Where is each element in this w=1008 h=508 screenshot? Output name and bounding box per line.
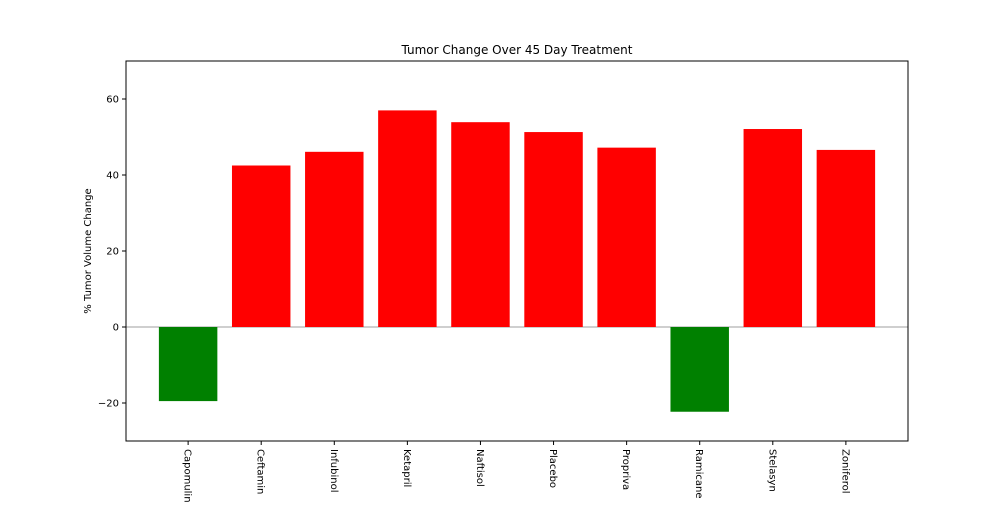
bar-infubinol [305, 151, 364, 327]
bar-ceftamin [231, 165, 291, 327]
x-tick-label: Capomulin [182, 449, 193, 503]
bar-propriva [597, 147, 656, 327]
x-tick-label: Ceftamin [255, 449, 266, 494]
x-tick-label: Ketapril [401, 449, 412, 487]
y-tick-label: 20 [106, 247, 119, 258]
x-tick-label: Naftisol [474, 449, 485, 487]
y-axis-label: % Tumor Volume Change [83, 188, 94, 313]
x-tick-label: Zoniferol [839, 449, 850, 494]
bar-capomulin [158, 327, 218, 402]
bar-ketapril [378, 110, 437, 328]
bar-stelasyn [743, 129, 803, 327]
bar-naftisol [451, 122, 510, 328]
y-tick-label: 0 [113, 323, 119, 334]
bar-ramicane [670, 327, 729, 412]
x-tick-label: Ramicane [693, 449, 704, 499]
bar-placebo [524, 132, 583, 327]
y-tick-label: −20 [98, 399, 119, 410]
x-tick-label: Propriva [620, 449, 631, 490]
y-tick-label: 40 [106, 171, 119, 182]
x-tick-label: Infubinol [328, 449, 339, 493]
chart-title: Tumor Change Over 45 Day Treatment [401, 43, 633, 57]
y-tick-label: 60 [106, 95, 119, 106]
x-tick-label: Stelasyn [766, 449, 777, 492]
bar-zoniferol [816, 149, 876, 327]
x-tick-label: Placebo [547, 449, 558, 488]
